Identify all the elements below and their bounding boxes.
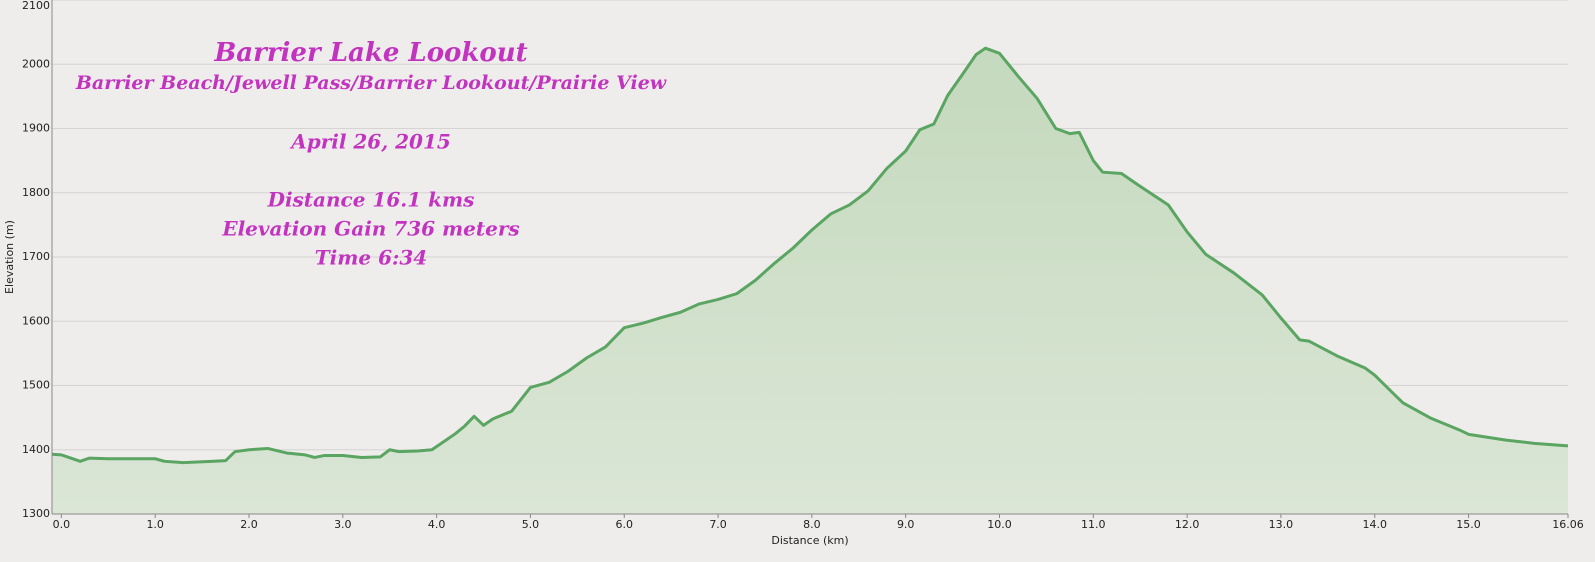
y-tick-label: 1600 [22,314,50,327]
x-tick-label: 0.0 [53,518,71,531]
x-tick-label: 5.0 [522,518,540,531]
x-tick-label: 4.0 [428,518,446,531]
subtitle: Barrier Beach/Jewell Pass/Barrier Lookou… [75,72,667,94]
title: Barrier Lake Lookout [213,38,527,68]
y-tick-label: 1300 [22,507,50,520]
x-tick-label: 13.0 [1269,518,1294,531]
annotation: Distance 16.1 kms [267,188,475,212]
x-tick-label: 12.0 [1175,518,1200,531]
x-tick-label: 15.0 [1456,518,1481,531]
x-axis-label: Distance (km) [771,534,848,547]
x-tick-label: 2.0 [240,518,258,531]
x-tick-label: 11.0 [1081,518,1106,531]
y-tick-label: 1700 [22,250,50,263]
annotation: Elevation Gain 736 meters [221,217,519,241]
x-tick-label: 7.0 [709,518,727,531]
y-tick-label: 1800 [22,186,50,199]
x-tick-label: 6.0 [616,518,634,531]
x-tick-label: 3.0 [334,518,352,531]
y-tick-label: 1400 [22,443,50,456]
x-tick-label: 8.0 [803,518,821,531]
y-tick-label: 2000 [22,57,50,70]
y-tick-label: 1500 [22,379,50,392]
x-tick-label: 9.0 [897,518,915,531]
y-axis-label: Elevation (m) [3,220,16,294]
area [52,48,1568,514]
annotation: Time 6:34 [315,246,427,270]
x-tick-label: 14.0 [1362,518,1387,531]
elevation-line [51,46,1569,465]
x-tick-label: 1.0 [146,518,164,531]
y-tick-label: 1900 [22,122,50,135]
x-tick-label: 10.0 [987,518,1012,531]
y-tick-label: 2100 [22,0,50,12]
x-tick-label: 16.06 [1552,518,1584,531]
date: April 26, 2015 [289,130,451,154]
